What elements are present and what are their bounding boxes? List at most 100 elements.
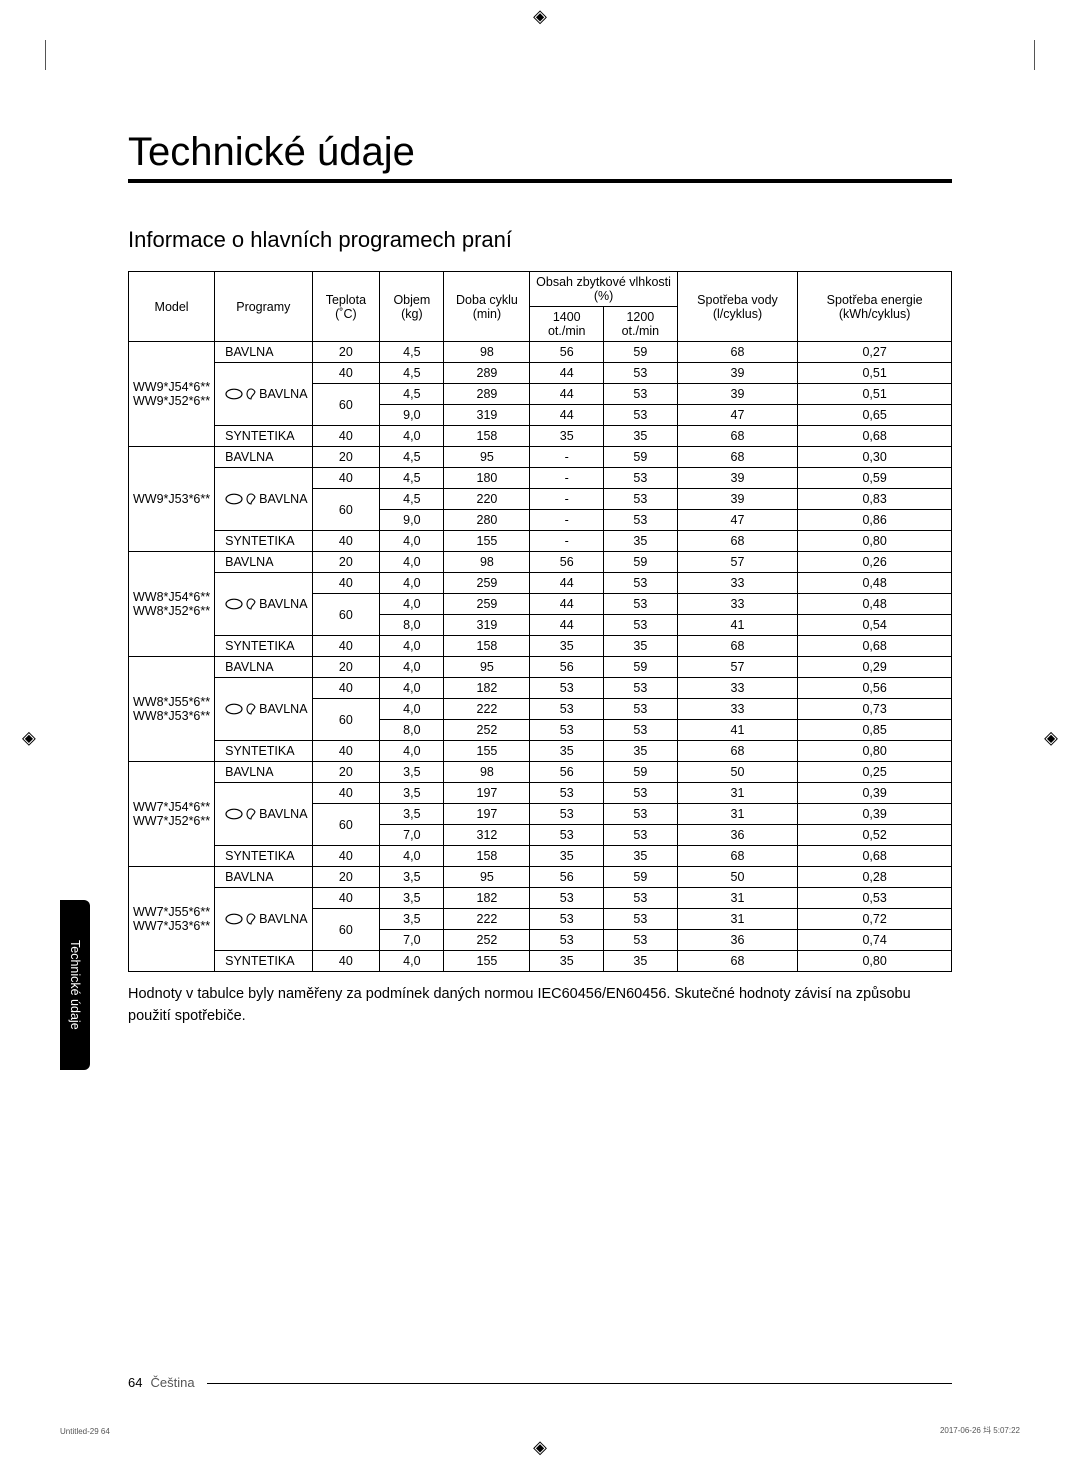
cell-dur: 95 <box>444 447 530 468</box>
cell-dur: 95 <box>444 867 530 888</box>
th-humidity: Obsah zbytkové vlhkosti (%) <box>530 272 677 307</box>
cell-temp: 40 <box>312 783 380 804</box>
cell-energy: 0,68 <box>798 426 952 447</box>
cell-temp: 40 <box>312 636 380 657</box>
cell-h1: 56 <box>530 342 604 363</box>
cell-dur: 319 <box>444 405 530 426</box>
th-volume: Objem (kg) <box>380 272 444 342</box>
cell-dur: 312 <box>444 825 530 846</box>
crop-mark <box>45 40 46 70</box>
cell-vol: 3,5 <box>380 804 444 825</box>
cell-water: 68 <box>677 741 798 762</box>
cell-temp: 20 <box>312 447 380 468</box>
cell-vol: 9,0 <box>380 405 444 426</box>
cell-water: 68 <box>677 531 798 552</box>
page-content: Technické údaje Informace o hlavních pro… <box>128 130 952 1028</box>
cell-dur: 259 <box>444 594 530 615</box>
cell-dur: 252 <box>444 720 530 741</box>
cell-program: BAVLNA <box>215 867 312 888</box>
cell-h2: 53 <box>604 888 678 909</box>
cell-vol: 4,0 <box>380 699 444 720</box>
cell-h2: 53 <box>604 909 678 930</box>
cell-energy: 0,83 <box>798 489 952 510</box>
table-row: BAVLNA403,51825353310,53 <box>129 888 952 909</box>
cell-h1: 53 <box>530 804 604 825</box>
cell-temp: 60 <box>312 594 380 636</box>
cell-energy: 0,74 <box>798 930 952 951</box>
cell-vol: 4,5 <box>380 384 444 405</box>
registration-mark-icon: ◈ <box>533 1437 547 1458</box>
cell-program: BAVLNA <box>215 783 312 846</box>
cell-model: WW8*J55*6**WW8*J53*6** <box>129 657 215 762</box>
cell-vol: 4,0 <box>380 552 444 573</box>
cell-model: WW9*J53*6** <box>129 447 215 552</box>
cell-dur: 222 <box>444 699 530 720</box>
cell-h1: - <box>530 531 604 552</box>
cell-vol: 8,0 <box>380 615 444 636</box>
cell-energy: 0,39 <box>798 804 952 825</box>
cell-dur: 158 <box>444 846 530 867</box>
th-temp: Teplota (˚C) <box>312 272 380 342</box>
page-number: 64 <box>128 1375 142 1390</box>
cell-dur: 98 <box>444 762 530 783</box>
cell-water: 68 <box>677 426 798 447</box>
cell-h1: - <box>530 510 604 531</box>
cell-energy: 0,68 <box>798 846 952 867</box>
cell-program: BAVLNA <box>215 342 312 363</box>
eco-bavlna-icon: BAVLNA <box>225 912 307 926</box>
cell-energy: 0,48 <box>798 594 952 615</box>
cell-vol: 4,5 <box>380 489 444 510</box>
cell-h1: 44 <box>530 405 604 426</box>
cell-h2: 59 <box>604 867 678 888</box>
cell-dur: 182 <box>444 888 530 909</box>
eco-bavlna-icon: BAVLNA <box>225 597 307 611</box>
table-row: BAVLNA404,02594453330,48 <box>129 573 952 594</box>
cell-water: 33 <box>677 573 798 594</box>
cell-h1: 53 <box>530 888 604 909</box>
cell-vol: 4,0 <box>380 951 444 972</box>
cell-energy: 0,26 <box>798 552 952 573</box>
cell-water: 68 <box>677 636 798 657</box>
cell-h2: 35 <box>604 636 678 657</box>
cell-energy: 0,28 <box>798 867 952 888</box>
cell-energy: 0,68 <box>798 636 952 657</box>
page-language: Čeština <box>150 1375 194 1390</box>
specs-table: Model Programy Teplota (˚C) Objem (kg) D… <box>128 271 952 972</box>
print-meta-left: Untitled-29 64 <box>60 1427 110 1436</box>
cell-vol: 4,5 <box>380 342 444 363</box>
cell-h1: 44 <box>530 384 604 405</box>
cell-temp: 40 <box>312 846 380 867</box>
cell-water: 68 <box>677 846 798 867</box>
cell-program: BAVLNA <box>215 363 312 426</box>
cell-temp: 20 <box>312 867 380 888</box>
eco-bavlna-icon: BAVLNA <box>225 492 307 506</box>
cell-water: 39 <box>677 363 798 384</box>
cell-program: SYNTETIKA <box>215 846 312 867</box>
cell-dur: 182 <box>444 678 530 699</box>
cell-h2: 59 <box>604 762 678 783</box>
cell-h2: 59 <box>604 657 678 678</box>
cell-water: 39 <box>677 489 798 510</box>
cell-h1: - <box>530 468 604 489</box>
cell-vol: 8,0 <box>380 720 444 741</box>
cell-dur: 98 <box>444 342 530 363</box>
cell-energy: 0,85 <box>798 720 952 741</box>
crop-mark <box>1034 40 1035 70</box>
cell-water: 68 <box>677 951 798 972</box>
cell-program: SYNTETIKA <box>215 951 312 972</box>
registration-mark-icon: ◈ <box>533 6 547 27</box>
cell-h2: 59 <box>604 342 678 363</box>
table-row: SYNTETIKA404,01583535680,68 <box>129 426 952 447</box>
cell-model: WW9*J54*6**WW9*J52*6** <box>129 342 215 447</box>
eco-bavlna-icon: BAVLNA <box>225 702 307 716</box>
cell-h1: 44 <box>530 573 604 594</box>
cell-energy: 0,80 <box>798 531 952 552</box>
table-row: BAVLNA404,01825353330,56 <box>129 678 952 699</box>
cell-vol: 7,0 <box>380 825 444 846</box>
cell-water: 41 <box>677 615 798 636</box>
cell-h1: 35 <box>530 426 604 447</box>
cell-h1: 56 <box>530 867 604 888</box>
cell-water: 50 <box>677 762 798 783</box>
cell-energy: 0,73 <box>798 699 952 720</box>
cell-temp: 60 <box>312 384 380 426</box>
